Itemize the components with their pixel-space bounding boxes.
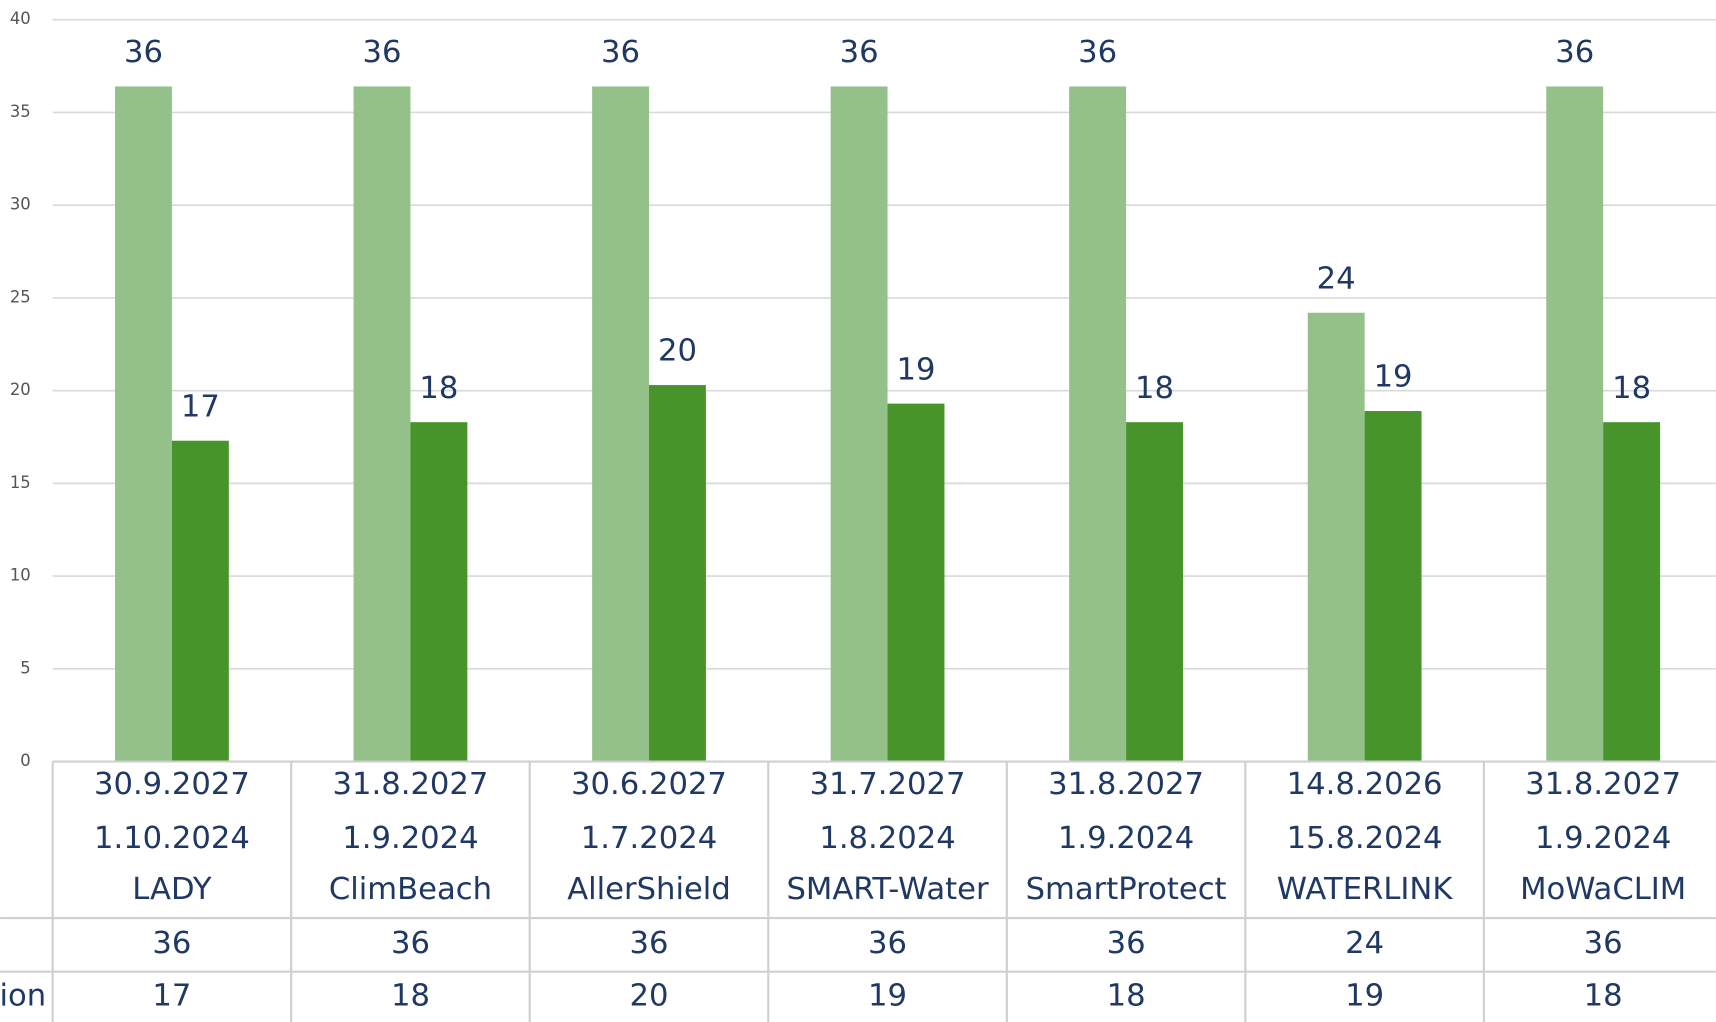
bar <box>1307 312 1365 762</box>
x-tick-label: 1.9.2024 <box>342 821 478 856</box>
x-tick-label: 15.8.2024 <box>1287 821 1443 856</box>
data-label: 20 <box>658 334 697 369</box>
table-cell: 17 <box>152 978 191 1013</box>
data-label: 36 <box>124 35 163 70</box>
data-label: 36 <box>1555 35 1594 70</box>
x-tick-label: 1.9.2024 <box>1535 821 1671 856</box>
bar <box>1603 422 1661 762</box>
table-cell: 36 <box>391 926 430 961</box>
y-tick-label: 30 <box>10 195 31 214</box>
bar <box>410 422 468 762</box>
data-label: 36 <box>840 35 879 70</box>
y-tick-label: 35 <box>10 102 31 121</box>
table-cell: 36 <box>152 926 191 961</box>
y-tick-label: 10 <box>10 566 31 585</box>
bar <box>1126 422 1183 762</box>
y-tick-label: 15 <box>10 473 31 492</box>
table-cell: 18 <box>1584 978 1623 1013</box>
x-tick-label: 31.7.2027 <box>810 767 966 802</box>
bar <box>1364 411 1422 762</box>
table-cell: 19 <box>868 978 907 1013</box>
data-label: 36 <box>363 35 402 70</box>
data-label: 19 <box>1374 360 1413 395</box>
x-tick-label: 30.9.2027 <box>94 767 250 802</box>
x-tick-label: WATERLINK <box>1277 872 1454 907</box>
data-label: 36 <box>1078 35 1117 70</box>
x-tick-label: 1.9.2024 <box>1058 821 1194 856</box>
table-cell: 36 <box>1584 926 1623 961</box>
x-tick-label: AllerShield <box>567 872 731 907</box>
bar <box>592 86 650 762</box>
x-tick-label: LADY <box>132 872 212 907</box>
y-tick-label: 20 <box>10 380 31 399</box>
bar <box>171 440 229 762</box>
data-label: 18 <box>1135 371 1174 406</box>
data-label: 18 <box>419 371 458 406</box>
x-tick-label: ClimBeach <box>329 872 492 907</box>
x-tick-label: 1.8.2024 <box>819 821 955 856</box>
x-tick-label: 1.10.2024 <box>94 821 250 856</box>
data-label: 24 <box>1317 261 1356 296</box>
bar <box>1546 86 1604 762</box>
x-tick-label: 14.8.2026 <box>1287 767 1443 802</box>
x-tick-label: SMART-Water <box>786 872 989 907</box>
x-tick-label: 1.7.2024 <box>581 821 717 856</box>
data-label: 36 <box>601 35 640 70</box>
bar <box>1069 86 1127 762</box>
data-label: 18 <box>1612 371 1651 406</box>
bar <box>887 403 945 762</box>
table-cell: 36 <box>1107 926 1146 961</box>
table-cell: 36 <box>630 926 669 961</box>
x-tick-label: 31.8.2027 <box>333 767 489 802</box>
legend-label: ion <box>0 978 46 1013</box>
y-tick-label: 25 <box>10 287 31 306</box>
x-tick-label: 31.8.2027 <box>1048 767 1204 802</box>
data-label: 17 <box>181 389 220 424</box>
x-tick-label: 31.8.2027 <box>1525 767 1681 802</box>
table-cell: 19 <box>1345 978 1384 1013</box>
table-cell: 18 <box>391 978 430 1013</box>
data-label: 19 <box>897 352 936 387</box>
table-cell: 24 <box>1345 926 1384 961</box>
x-tick-label: 30.6.2027 <box>571 767 727 802</box>
bar <box>649 385 706 762</box>
y-tick-label: 0 <box>20 751 30 770</box>
table-cell: 18 <box>1107 978 1146 1013</box>
bar <box>353 86 411 762</box>
y-tick-label: 5 <box>20 658 30 677</box>
y-tick-label: 40 <box>10 9 31 28</box>
x-tick-label: MoWaCLIM <box>1520 872 1686 907</box>
bar <box>115 86 172 762</box>
x-tick-label: SmartProtect <box>1026 872 1227 907</box>
table-cell: 36 <box>868 926 907 961</box>
bar <box>830 86 888 762</box>
table-cell: 20 <box>630 978 669 1013</box>
